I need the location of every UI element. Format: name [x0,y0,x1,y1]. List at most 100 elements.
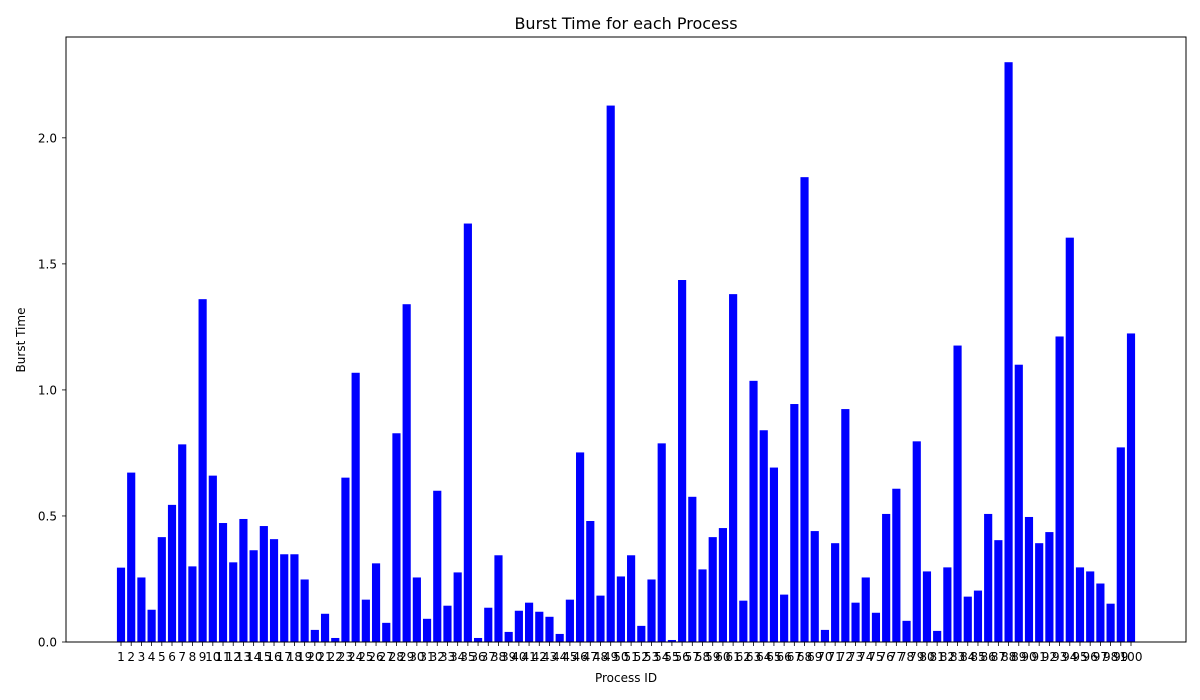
x-tick-label: 35 [460,650,475,664]
x-tick-label: 22 [328,650,343,664]
bar-process-51 [627,555,636,642]
x-tick-label: 1 [117,650,125,664]
bar-process-82 [943,567,952,642]
bar-process-35 [463,223,472,643]
x-tick-label: 67 [787,650,802,664]
bar-process-4 [147,609,156,642]
x-tick-label: 96 [1083,650,1098,664]
chart-title: Burst Time for each Process [514,14,737,33]
bar-process-36 [473,637,483,642]
bar-process-47 [586,521,595,642]
bar-process-21 [320,613,330,642]
x-tick-label: 43 [542,650,557,664]
x-tick-label: 20 [307,650,322,664]
x-tick-label: 79 [909,650,924,664]
bar-process-92 [1045,532,1054,642]
x-tick-label: 18 [287,650,302,664]
x-tick-label: 30 [409,650,424,664]
x-tick-label: 45 [562,650,577,664]
x-tick-label: 50 [613,650,628,664]
x-axis: 1 2 3 4 5 6 7 8 91011121314151617181920212223242… [117,642,1142,664]
x-tick-label: 12 [226,650,241,664]
x-tick-label: 17 [277,650,292,664]
bar-process-63 [749,380,758,642]
x-tick-label: 46 [572,650,587,664]
bar-process-12 [229,562,238,642]
bar-process-76 [882,513,891,642]
bar-process-22 [331,637,340,642]
bar-process-96 [1086,571,1095,642]
bar-process-33 [443,605,452,642]
x-tick-label: 68 [797,650,812,664]
bar-process-30 [412,577,421,642]
bar-process-56 [678,280,687,642]
bar-process-13 [239,518,248,642]
bar-process-64 [759,430,768,642]
x-tick-label: 93 [1052,650,1067,664]
bar-process-71 [831,543,840,642]
bar-process-65 [769,467,779,642]
x-tick-label: 13 [236,650,251,664]
x-tick-label: 60 [715,650,730,664]
y-tick-label: 0.5 [38,509,57,523]
x-tick-label: 31 [419,650,434,664]
y-tick-label: 0.0 [38,636,57,650]
x-tick-label: 49 [603,650,618,664]
x-tick-label: 40 [511,650,526,664]
bar-process-7 [178,444,187,642]
bar-process-61 [729,294,738,643]
x-tick-label: 73 [848,650,863,664]
bar-process-72 [841,409,850,642]
x-tick-label: 47 [583,650,598,664]
bar-process-14 [249,550,258,642]
x-tick-label: 38 [491,650,506,664]
bar-process-20 [310,629,319,642]
x-tick-label: 52 [634,650,649,664]
x-tick-label: 9 [199,650,207,664]
bar-process-24 [351,372,360,642]
bar-process-34 [453,572,462,642]
x-tick-label: 26 [368,650,383,664]
bar-process-67 [790,404,799,642]
bar-process-38 [494,555,503,642]
x-tick-label: 14 [246,650,261,664]
bar-process-91 [1035,543,1044,642]
bar-process-50 [616,576,625,642]
x-tick-label: 23 [338,650,353,664]
bar-process-98 [1106,603,1115,642]
bar-process-45 [565,599,574,642]
bar-process-49 [606,105,615,642]
x-tick-label: 7 [178,650,186,664]
bar-process-95 [1075,567,1085,642]
bar-process-18 [290,554,299,642]
bars-group [116,62,1136,643]
bar-process-10 [208,475,217,643]
bar-process-17 [280,554,289,642]
x-tick-label: 72 [838,650,853,664]
y-tick-label: 1.0 [38,383,57,397]
x-tick-label: 56 [674,650,689,664]
bar-process-75 [871,612,881,642]
x-tick-label: 65 [766,650,781,664]
x-tick-label: 4 [148,650,156,664]
x-tick-label: 25 [358,650,373,664]
x-tick-label: 84 [960,650,975,664]
x-tick-label: 87 [991,650,1006,664]
bar-process-2 [127,472,136,642]
bar-process-52 [637,625,646,642]
bar-process-48 [596,595,605,642]
bar-process-42 [535,611,544,642]
x-tick-label: 27 [379,650,394,664]
bar-process-19 [300,579,309,642]
x-tick-label: 3 [138,650,146,664]
x-axis-title: Process ID [595,671,657,685]
bar-process-80 [922,571,932,642]
x-tick-label: 41 [521,650,536,664]
bar-process-89 [1014,364,1023,642]
bar-process-43 [545,616,554,642]
bar-process-9 [198,299,207,642]
bar-process-77 [892,488,901,642]
x-tick-label: 59 [705,650,720,664]
